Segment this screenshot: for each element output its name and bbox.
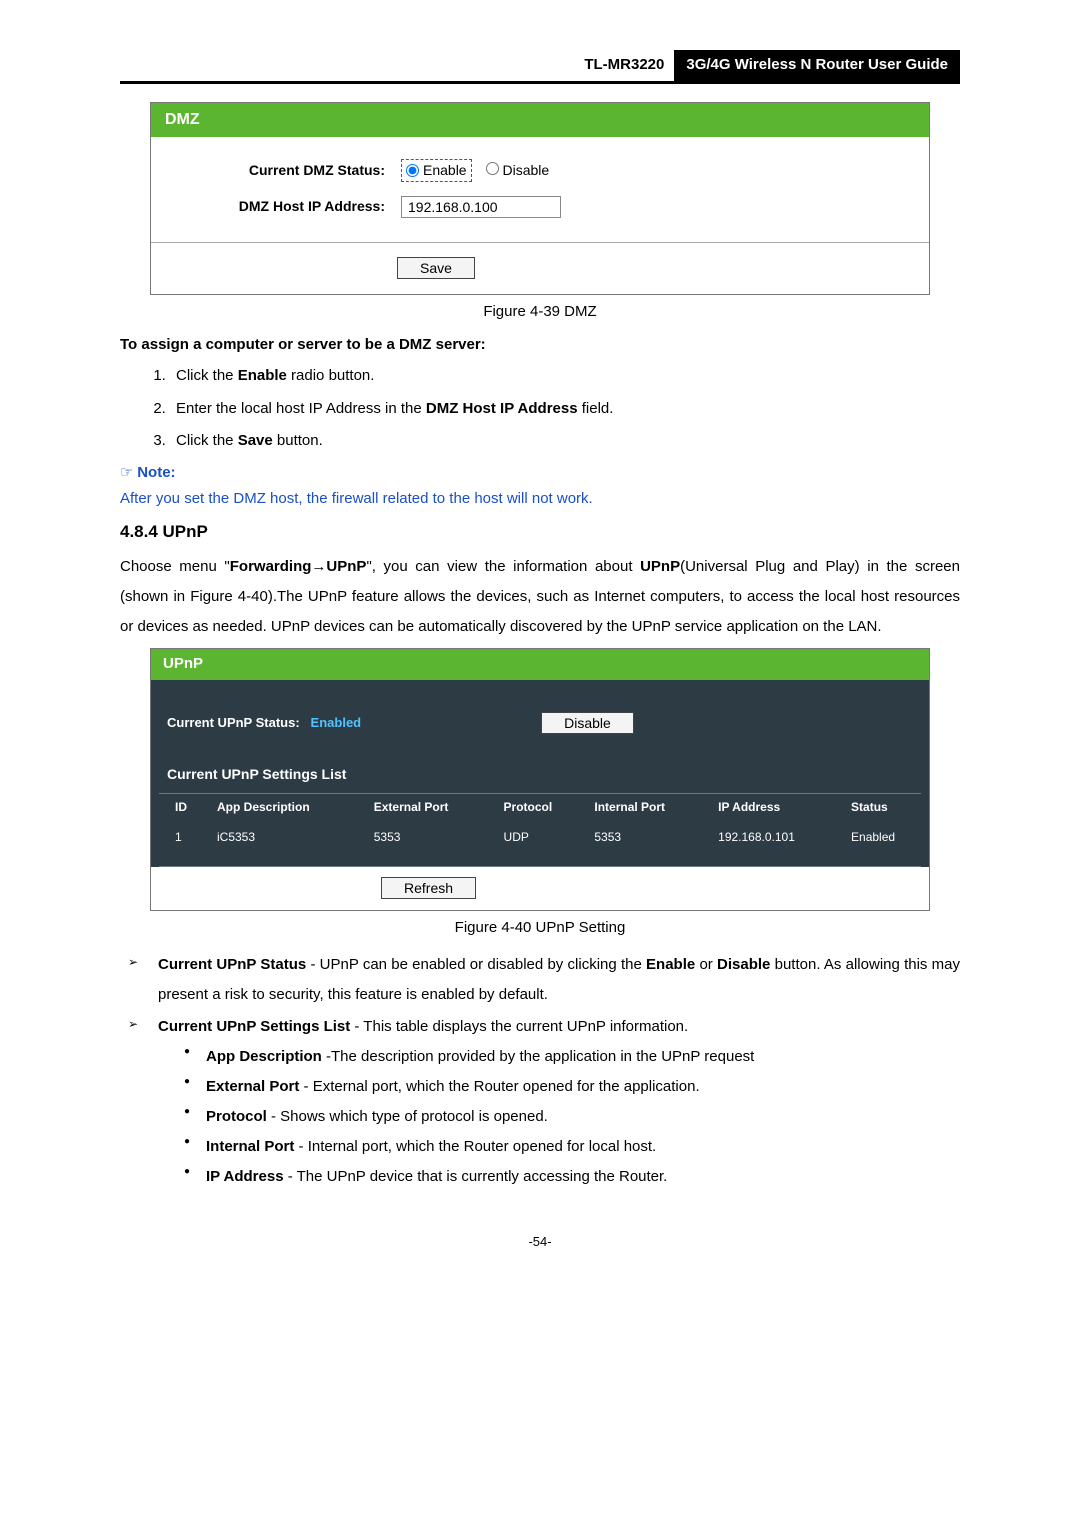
guide-title: 3G/4G Wireless N Router User Guide xyxy=(674,50,960,81)
dmz-ip-input[interactable] xyxy=(401,196,561,218)
dmz-form: Current DMZ Status: Enable Disable DMZ H… xyxy=(151,137,929,242)
refresh-button[interactable]: Refresh xyxy=(381,877,476,899)
table-header-row: ID App Description External Port Protoco… xyxy=(151,794,929,824)
cell-proto: UDP xyxy=(498,824,589,854)
dmz-status-label: Current DMZ Status: xyxy=(171,160,401,181)
upnp-figure-caption: Figure 4-40 UPnP Setting xyxy=(120,917,960,940)
dmz-ip-label: DMZ Host IP Address: xyxy=(171,196,401,217)
upnp-status-text: Current UPnP Status: Enabled xyxy=(167,713,361,733)
upnp-screenshot: UPnP Current UPnP Status: Enabled Disabl… xyxy=(150,648,930,911)
desc-int: Internal Port - Internal port, which the… xyxy=(184,1132,960,1162)
cell-status: Enabled xyxy=(845,824,929,854)
upnp-status-row: Current UPnP Status: Enabled Disable xyxy=(151,680,929,758)
upnp-dark-panel: UPnP Current UPnP Status: Enabled Disabl… xyxy=(151,649,929,867)
disable-button[interactable]: Disable xyxy=(541,712,634,734)
desc-current-status: Current UPnP Status - UPnP can be enable… xyxy=(120,950,960,1010)
col-int: Internal Port xyxy=(588,794,712,824)
cell-app: iC5353 xyxy=(211,824,368,854)
assign-heading: To assign a computer or server to be a D… xyxy=(120,334,960,357)
upnp-table: ID App Description External Port Protoco… xyxy=(151,794,929,854)
cell-ip: 192.168.0.101 xyxy=(712,824,845,854)
save-button[interactable]: Save xyxy=(397,257,475,279)
col-ext: External Port xyxy=(368,794,498,824)
step-3: Click the Save button. xyxy=(170,427,960,456)
document-header: TL-MR3220 3G/4G Wireless N Router User G… xyxy=(120,50,960,84)
col-status: Status xyxy=(845,794,929,824)
dmz-disable-radio-group: Disable xyxy=(486,160,550,181)
col-id: ID xyxy=(151,794,211,824)
desc-ext: External Port - External port, which the… xyxy=(184,1072,960,1102)
dmz-status-field: Enable Disable xyxy=(401,159,909,182)
dmz-enable-label: Enable xyxy=(423,160,467,181)
col-proto: Protocol xyxy=(498,794,589,824)
note-label: ☞ Note: xyxy=(120,462,960,485)
dmz-disable-radio[interactable] xyxy=(486,162,499,175)
dmz-status-row: Current DMZ Status: Enable Disable xyxy=(171,159,909,182)
upnp-heading: 4.8.4 UPnP xyxy=(120,519,960,545)
dmz-screenshot: DMZ Current DMZ Status: Enable Disable D… xyxy=(150,102,930,296)
model-number: TL-MR3220 xyxy=(574,50,674,81)
desc-app: App Description -The description provide… xyxy=(184,1042,960,1072)
dmz-enable-radio-group: Enable xyxy=(401,159,472,182)
note-body: After you set the DMZ host, the firewall… xyxy=(120,488,960,511)
desc-ip: IP Address - The UPnP device that is cur… xyxy=(184,1162,960,1192)
desc-proto: Protocol - Shows which type of protocol … xyxy=(184,1102,960,1132)
dmz-ip-row: DMZ Host IP Address: xyxy=(171,196,909,218)
step-2: Enter the local host IP Address in the D… xyxy=(170,395,960,424)
upnp-status-label: Current UPnP Status: xyxy=(167,715,300,730)
upnp-button-row: Refresh xyxy=(151,867,929,911)
desc-sublist: App Description -The description provide… xyxy=(158,1042,960,1192)
dmz-panel-title: DMZ xyxy=(151,103,929,137)
col-ip: IP Address xyxy=(712,794,845,824)
description-list: Current UPnP Status - UPnP can be enable… xyxy=(120,950,960,1192)
step-1: Click the Enable radio button. xyxy=(170,362,960,391)
upnp-panel-title: UPnP xyxy=(151,649,929,680)
dmz-enable-radio[interactable] xyxy=(406,164,419,177)
cell-ext: 5353 xyxy=(368,824,498,854)
page-number: -54- xyxy=(120,1232,960,1252)
assign-steps: Click the Enable radio button. Enter the… xyxy=(120,362,960,456)
cell-id: 1 xyxy=(151,824,211,854)
upnp-paragraph: Choose menu "Forwarding→UPnP", you can v… xyxy=(120,552,960,642)
cell-int: 5353 xyxy=(588,824,712,854)
dmz-figure-caption: Figure 4-39 DMZ xyxy=(120,301,960,324)
upnp-status-value: Enabled xyxy=(311,715,362,730)
col-app: App Description xyxy=(211,794,368,824)
pointer-icon: ☞ xyxy=(120,465,137,481)
upnp-settings-list-header: Current UPnP Settings List xyxy=(151,758,929,793)
table-row: 1 iC5353 5353 UDP 5353 192.168.0.101 Ena… xyxy=(151,824,929,854)
dmz-button-row: Save xyxy=(151,242,929,295)
desc-settings-list: Current UPnP Settings List - This table … xyxy=(120,1012,960,1192)
dmz-disable-label: Disable xyxy=(502,162,549,178)
